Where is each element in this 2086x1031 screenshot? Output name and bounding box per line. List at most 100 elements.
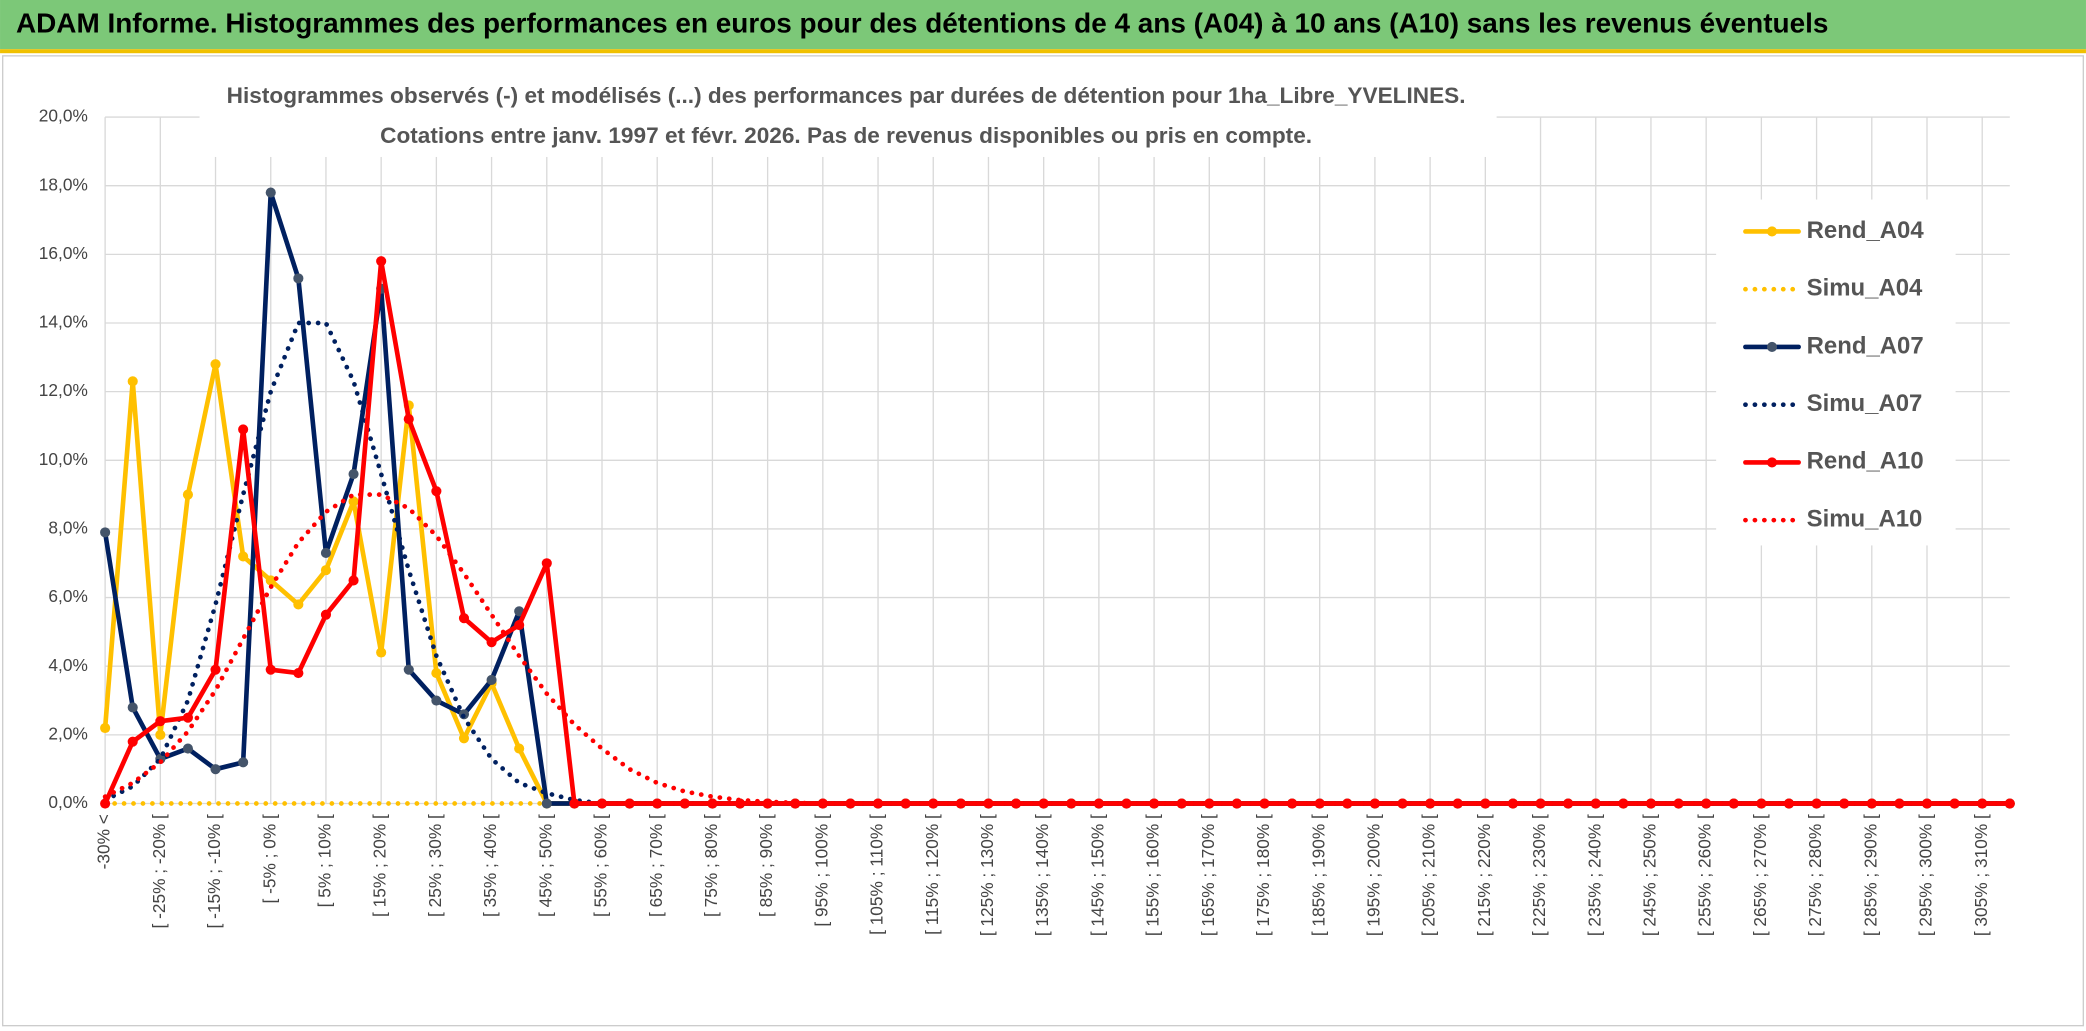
marker — [265, 187, 276, 198]
x-tick-label: [ 105% ; 110% [ — [867, 814, 887, 935]
y-tick-label: 8,0% — [48, 517, 87, 537]
marker — [238, 551, 249, 562]
x-tick-label: [ 45% ; 50% [ — [535, 814, 555, 917]
marker — [486, 674, 497, 686]
marker — [928, 798, 939, 809]
marker — [403, 414, 414, 425]
y-tick-label: 2,0% — [48, 723, 87, 743]
marker — [182, 743, 193, 754]
x-tick-label: [ -15% ; -10% [ — [204, 814, 224, 928]
marker — [348, 468, 359, 480]
marker — [100, 527, 111, 538]
marker — [265, 575, 276, 586]
y-tick-label: 14,0% — [39, 312, 88, 332]
x-tick-label: [ 245% ; 250% [ — [1640, 814, 1660, 936]
marker — [100, 722, 111, 734]
marker — [1701, 798, 1712, 809]
marker — [624, 798, 635, 809]
series-line — [102, 492, 2013, 806]
x-tick-label: [ 225% ; 230% [ — [1529, 814, 1549, 936]
marker — [679, 798, 690, 809]
x-tick-label: [ 75% ; 80% [ — [701, 814, 721, 917]
marker — [1011, 798, 1022, 809]
x-tick-label: [ -25% ; -20% [ — [149, 814, 169, 928]
marker — [514, 619, 525, 631]
marker — [210, 764, 221, 775]
marker — [955, 798, 966, 809]
marker — [376, 256, 387, 267]
x-tick-label: [ 95% ; 100% [ — [811, 814, 831, 927]
x-tick-label: [ 165% ; 170% [ — [1198, 814, 1218, 936]
y-tick-label: 10,0% — [39, 449, 88, 469]
x-tick-label: [ 135% ; 140% [ — [1032, 814, 1052, 936]
marker — [2004, 798, 2015, 809]
marker — [1645, 798, 1657, 809]
marker — [431, 695, 442, 706]
marker — [293, 668, 304, 679]
marker — [1287, 798, 1298, 809]
x-tick-label: [ 215% ; 220% [ — [1474, 814, 1494, 936]
x-tick-label: [ 265% ; 270% [ — [1750, 814, 1770, 936]
marker — [1342, 798, 1353, 809]
marker — [320, 565, 332, 576]
x-tick-label: [ 305% ; 310% [ — [1971, 814, 1991, 936]
x-tick-label: [ 205% ; 210% [ — [1419, 814, 1439, 936]
title-backing — [199, 77, 1497, 157]
header-title: ADAM Informe. Histogrammes des performan… — [16, 8, 1828, 39]
marker — [1369, 798, 1380, 809]
legend-marker — [1766, 341, 1778, 353]
marker — [376, 647, 387, 658]
marker — [486, 637, 497, 648]
x-tick-label: [ 145% ; 150% [ — [1087, 814, 1107, 936]
header-rule — [0, 49, 2086, 54]
header-bar — [0, 0, 2086, 50]
x-tick-label: [ 35% ; 40% [ — [480, 814, 500, 917]
chart-title: Histogrammes observés (-) et modélisés (… — [227, 83, 1466, 108]
x-tick-label: [ 285% ; 290% [ — [1860, 814, 1880, 936]
chart-subtitle: Cotations entre janv. 1997 et févr. 2026… — [380, 123, 1312, 148]
x-tick-label: [ 275% ; 280% [ — [1805, 814, 1825, 936]
marker — [431, 668, 442, 679]
legend-label: Rend_A07 — [1807, 332, 1924, 359]
marker — [238, 424, 249, 435]
marker — [182, 712, 193, 723]
marker — [348, 496, 359, 507]
x-tick-label: [ 235% ; 240% [ — [1584, 814, 1604, 936]
x-tick-label: [ 115% ; 120% [ — [922, 814, 942, 935]
marker — [458, 613, 470, 624]
x-tick-label: [ -5% ; 0% [ — [259, 814, 279, 904]
legend-marker — [1766, 226, 1778, 237]
marker — [1977, 798, 1988, 809]
marker — [541, 798, 552, 809]
y-tick-label: 4,0% — [48, 655, 87, 675]
y-tick-label: 6,0% — [48, 586, 87, 606]
marker — [652, 798, 663, 809]
marker — [210, 664, 221, 675]
y-tick-label: 20,0% — [39, 106, 88, 126]
x-tick-label: -30% < — [94, 814, 114, 869]
marker — [1728, 798, 1739, 809]
y-tick-label: 0,0% — [48, 792, 87, 812]
marker — [210, 359, 221, 370]
x-tick-label: [ 5% ; 10% [ — [315, 814, 335, 907]
marker — [1397, 798, 1408, 809]
marker — [514, 743, 525, 754]
legend-label: Simu_A07 — [1807, 390, 1923, 417]
x-tick-label: [ 25% ; 30% [ — [425, 814, 445, 917]
marker — [596, 798, 608, 809]
marker — [348, 575, 359, 586]
legend-label: Simu_A10 — [1807, 505, 1923, 532]
marker — [1618, 798, 1629, 809]
marker — [1756, 798, 1767, 809]
legend-label: Rend_A10 — [1807, 448, 1924, 475]
marker — [569, 798, 580, 809]
marker — [320, 547, 332, 559]
marker — [127, 702, 138, 713]
marker — [458, 733, 470, 744]
marker — [1259, 798, 1270, 809]
marker — [155, 729, 166, 740]
x-tick-label: [ 185% ; 190% [ — [1308, 814, 1328, 936]
marker — [431, 486, 442, 497]
marker — [541, 558, 552, 569]
marker — [293, 273, 304, 284]
